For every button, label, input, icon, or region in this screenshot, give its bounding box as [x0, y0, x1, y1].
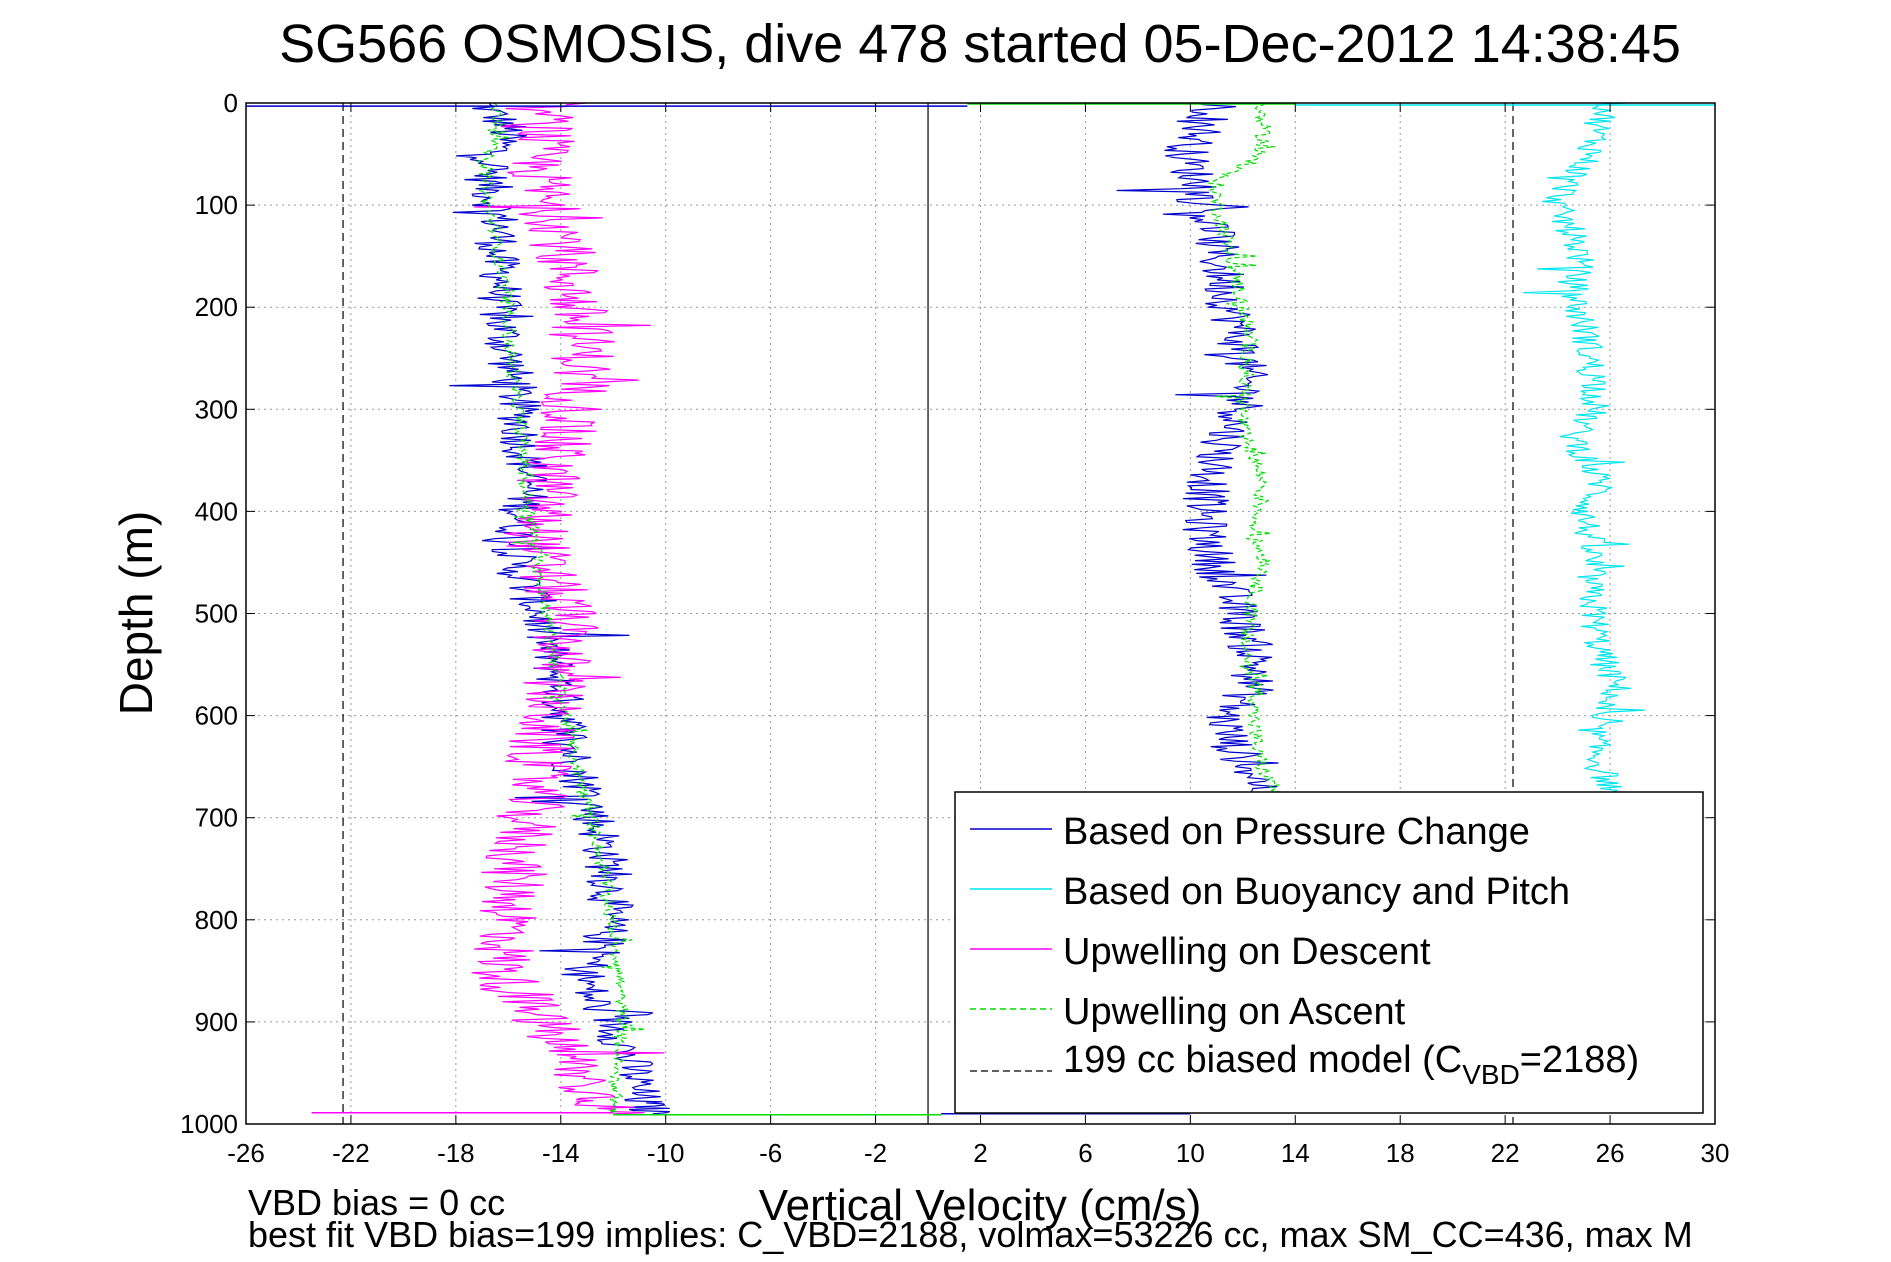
- x-tick-label: 18: [1386, 1138, 1415, 1168]
- x-tick-label: 14: [1281, 1138, 1310, 1168]
- legend-label-buoyancy: Based on Buoyancy and Pitch: [1063, 871, 1570, 913]
- y-tick-label: 100: [195, 190, 238, 220]
- x-tick-label: -18: [437, 1138, 475, 1168]
- legend: Based on Pressure Change Based on Buoyan…: [954, 791, 1704, 1114]
- y-axis-label: Depth (m): [110, 511, 162, 715]
- x-tick-label: -14: [542, 1138, 580, 1168]
- x-axis-label: Vertical Velocity (cm/s): [759, 1181, 1202, 1230]
- x-tick-label: 22: [1491, 1138, 1520, 1168]
- x-tick-label: 30: [1701, 1138, 1730, 1168]
- y-tick-label: 400: [195, 496, 238, 526]
- legend-label-descent: Upwelling on Descent: [1063, 931, 1431, 973]
- best-fit-text: best fit VBD bias=199 implies: C_VBD=218…: [248, 1214, 1693, 1255]
- y-tick-label: 200: [195, 292, 238, 322]
- series-upwelling_descent: [471, 102, 665, 1115]
- x-axis-ticks: -26 -22 -18 -14 -10 -6 -2 2 6 10 14 18 22 26 30: [227, 103, 1729, 1168]
- y-axis-ticks: 0 100 200 300 400 500 600 700 800 900 1000: [180, 88, 1715, 1139]
- series-pressure_descent: [449, 102, 671, 1115]
- x-tick-label: -10: [647, 1138, 685, 1168]
- series-upwelling_ascent_descent_branch: [476, 102, 646, 1115]
- x-tick-label: 10: [1176, 1138, 1205, 1168]
- y-tick-label: 900: [195, 1007, 238, 1037]
- series-upwelling_ascent_ascent_branch: [1207, 102, 1292, 818]
- y-tick-label: 800: [195, 905, 238, 935]
- legend-label-pressure: Based on Pressure Change: [1063, 811, 1530, 853]
- legend-label-model: 199 cc biased model (CVBD=2188): [1063, 1039, 1639, 1090]
- x-tick-label: 26: [1596, 1138, 1625, 1168]
- y-tick-label: 0: [224, 88, 238, 118]
- y-tick-label: 300: [195, 394, 238, 424]
- data-series: [246, 102, 1715, 1116]
- legend-model-prefix: 199 cc biased model (C: [1063, 1039, 1462, 1081]
- x-tick-label: -6: [759, 1138, 782, 1168]
- y-tick-label: 1000: [180, 1109, 238, 1139]
- x-tick-label: -22: [332, 1138, 370, 1168]
- legend-label-ascent: Upwelling on Ascent: [1063, 991, 1406, 1033]
- x-tick-label: -26: [227, 1138, 265, 1168]
- chart-title: SG566 OSMOSIS, dive 478 started 05-Dec-2…: [279, 14, 1681, 74]
- vbd-bias-text: VBD bias = 0 cc: [248, 1182, 505, 1223]
- x-tick-label: -2: [864, 1138, 887, 1168]
- x-tick-label: 2: [973, 1138, 987, 1168]
- x-tick-label: 6: [1078, 1138, 1092, 1168]
- y-tick-label: 600: [195, 701, 238, 731]
- legend-model-suffix: =2188): [1520, 1039, 1639, 1081]
- legend-model-sub: VBD: [1462, 1059, 1520, 1090]
- series-buoyancy_ascent: [1523, 102, 1645, 793]
- y-tick-label: 500: [195, 599, 238, 629]
- y-tick-label: 700: [195, 803, 238, 833]
- series-pressure_ascent: [1116, 102, 1310, 819]
- legend-box: [954, 791, 1704, 1114]
